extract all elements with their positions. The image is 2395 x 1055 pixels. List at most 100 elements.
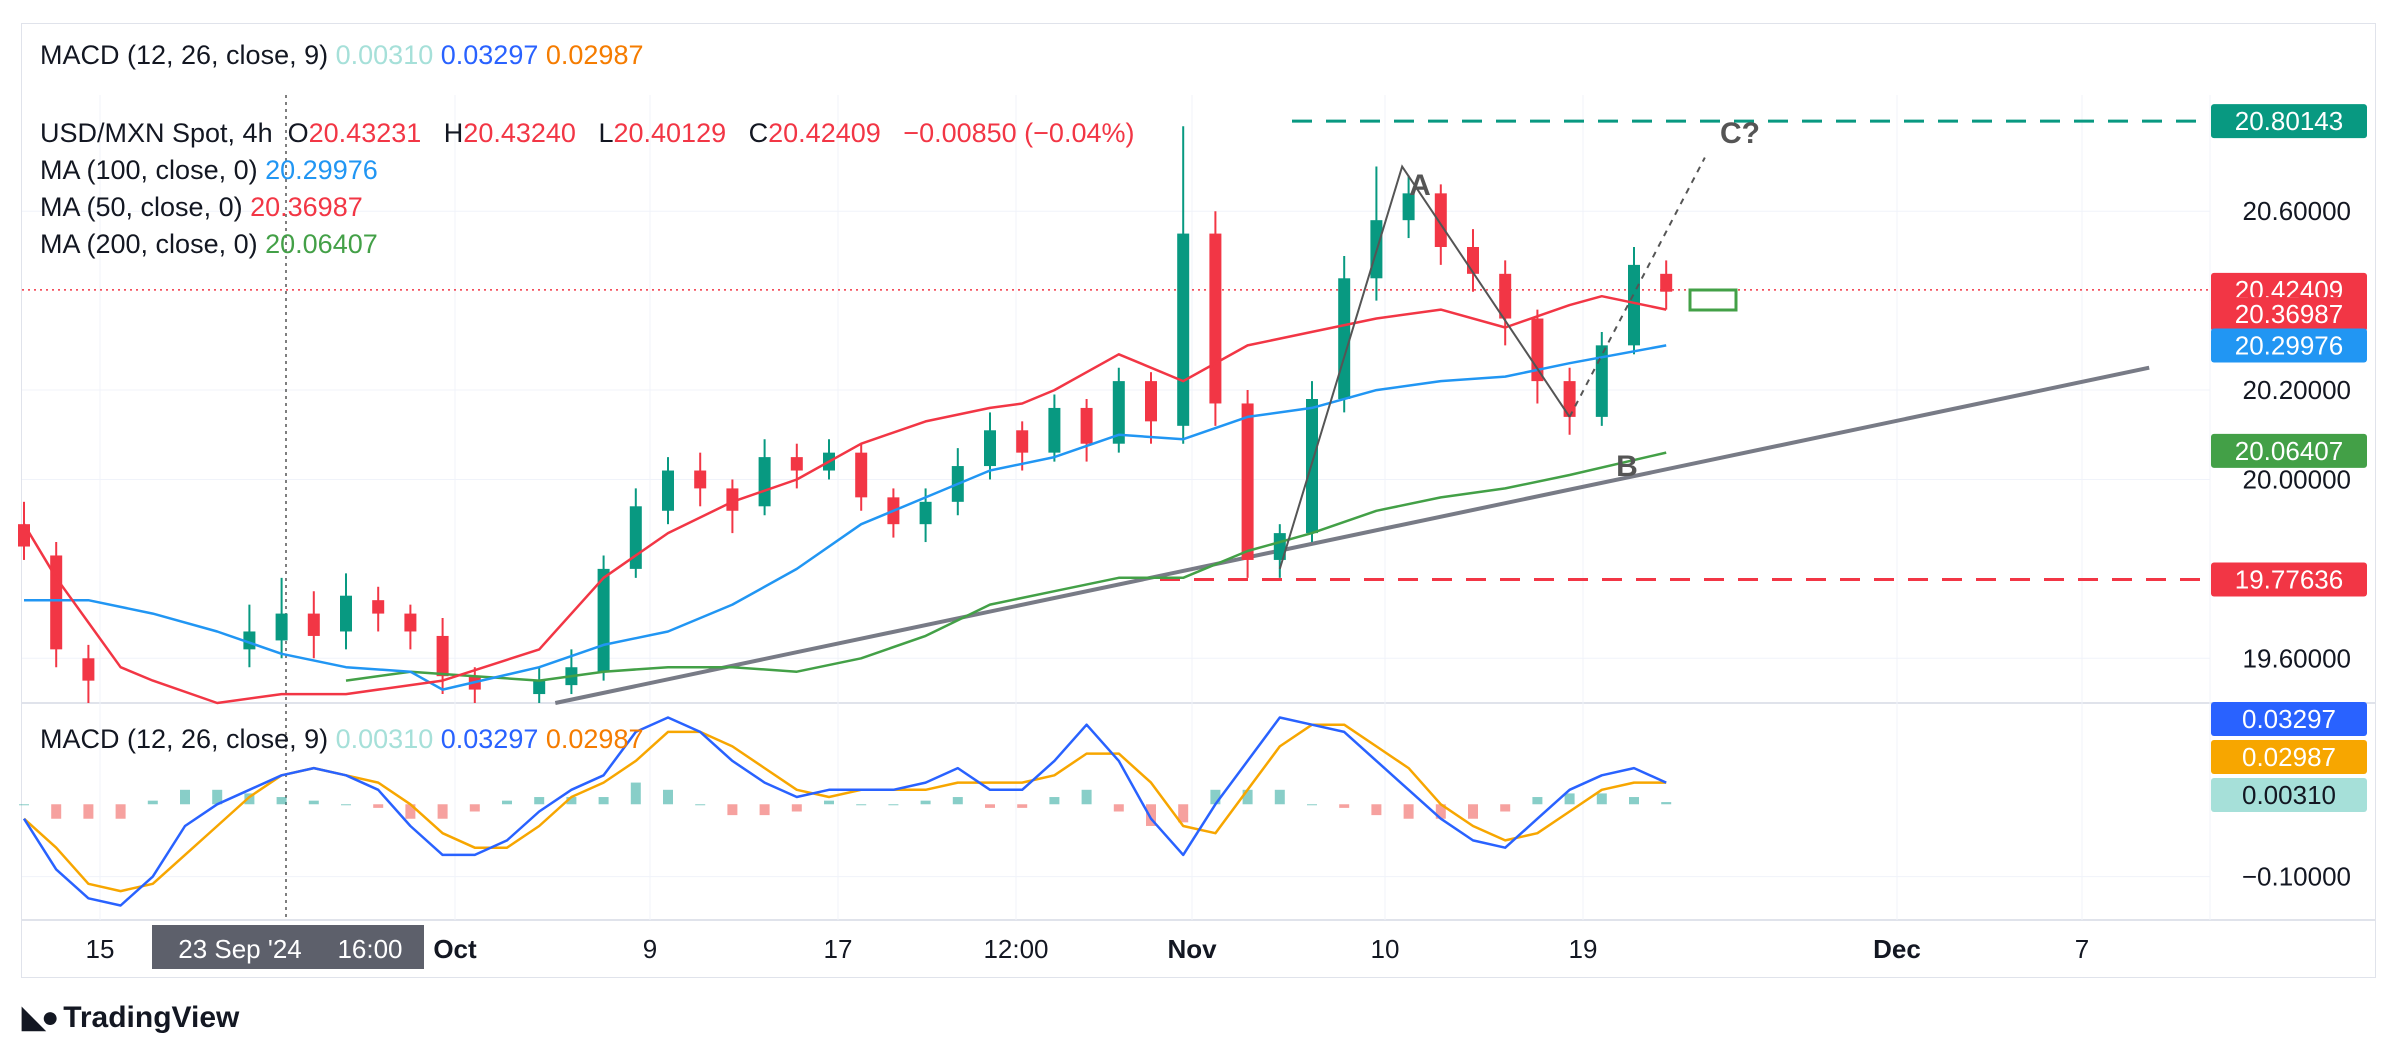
candle-body-4 (275, 613, 288, 641)
close-label: C (748, 118, 769, 148)
macd-hist-bar-7 (244, 793, 255, 805)
price-label-0: 20.80143 (2235, 106, 2343, 136)
close-value: 20.42409 (768, 118, 881, 148)
macd-hist-bar-3 (115, 804, 126, 819)
ma100-row[interactable]: MA (100, close, 0) 20.29976 (40, 152, 1134, 189)
macd-hist-bar-16 (534, 797, 545, 805)
price-tick-label: 20.00000 (2243, 464, 2351, 494)
ma100-label: MA (100, close, 0) (40, 155, 258, 185)
price-tick-label: 20.60000 (2243, 196, 2351, 226)
macd-hist-bar-33 (1081, 789, 1092, 805)
macd-label-0: 0.03297 (2242, 704, 2336, 734)
x-tick-label: 10 (1371, 934, 1400, 964)
macd-hist-bar-10 (341, 804, 351, 806)
chart-frame (21, 23, 2376, 978)
candle-body-34 (1273, 533, 1286, 560)
macd-label-1: 0.02987 (2242, 742, 2336, 772)
wave-ab-line (1278, 164, 1571, 570)
high-label: H (443, 118, 464, 148)
x-tick-label: 17 (824, 934, 853, 964)
candle-body-15 (662, 470, 674, 511)
candle-body-40 (1467, 247, 1479, 274)
macd-pane-legend: MACD (12, 26, close, 9) 0.00310 0.03297 … (40, 724, 643, 755)
candle-body-30 (1145, 381, 1157, 422)
macd-pane-macd: 0.03297 (440, 724, 539, 754)
macd-hist-bar-1 (51, 804, 62, 819)
x-tick-label: Oct (433, 934, 477, 964)
ma200-row[interactable]: MA (200, close, 0) 20.06407 (40, 226, 1134, 263)
price-tick-label: 19.60000 (2243, 643, 2351, 673)
macd-top-legend: MACD (12, 26, close, 9) 0.00310 0.03297 … (40, 40, 643, 71)
wave-label-c: C? (1720, 117, 1760, 150)
macd-label-box-2 (2211, 778, 2367, 812)
candle-body-39 (1434, 193, 1447, 247)
ma50-row[interactable]: MA (50, close, 0) 20.36987 (40, 189, 1134, 226)
candle-body-27 (1048, 407, 1061, 453)
macd-hist-bar-20 (663, 789, 673, 805)
macd-hist-bar-9 (308, 800, 319, 805)
macd-hist-bar-25 (824, 800, 834, 805)
tradingview-logo-icon: ◣● (22, 1001, 59, 1034)
symbol-title[interactable]: USD/MXN Spot, 4h (40, 118, 273, 148)
high-value: 20.43240 (463, 118, 576, 148)
trend-line (554, 365, 2150, 705)
candle-body-25 (984, 430, 996, 467)
macd-hist-bar-32 (1049, 797, 1060, 805)
candle-body-0 (18, 524, 30, 547)
macd-tick-label: −0.10000 (2242, 862, 2351, 892)
candle-body-8 (404, 613, 417, 632)
candle-body-2 (82, 658, 95, 681)
macd-signal-value: 0.02987 (545, 40, 644, 70)
change-value: −0.00850 (−0.04%) (903, 118, 1135, 148)
candle-body-45 (1628, 264, 1640, 346)
macd-hist-bar-48 (1564, 793, 1575, 805)
candle-body-46 (1660, 273, 1673, 292)
brand-name: TradingView (63, 1000, 240, 1034)
candle-body-43 (1563, 381, 1576, 417)
macd-hist-bar-13 (437, 804, 448, 819)
ma200-line (345, 451, 1667, 682)
price-label-3: 20.29976 (2235, 330, 2343, 360)
candle-body-19 (790, 457, 803, 471)
tradingview-logo[interactable]: ◣● TradingView (22, 1000, 239, 1035)
price-label-2: 20.36987 (2235, 299, 2343, 329)
candle-body-1 (50, 555, 63, 650)
price-label-4: 20.06407 (2235, 436, 2343, 466)
ma50-value: 20.36987 (250, 192, 363, 222)
candle-body-16 (694, 470, 707, 489)
macd-hist-bar-15 (502, 800, 512, 805)
low-label: L (598, 118, 614, 148)
target-box (1688, 288, 1738, 312)
candle-body-6 (340, 595, 352, 632)
crosshair-time: 16:00 (337, 934, 402, 964)
crosshair-date: 23 Sep '24 (178, 934, 302, 964)
macd-hist-bar-34 (1113, 804, 1124, 812)
ma200-value: 20.06407 (265, 229, 378, 259)
candle-body-17 (726, 488, 739, 511)
price-legend: USD/MXN Spot, 4h O20.43231 H20.43240 L20… (40, 115, 1134, 263)
macd-pane-title[interactable]: MACD (12, 26, close, 9) (40, 724, 329, 754)
macd-line-value: 0.03297 (440, 40, 539, 70)
open-label: O (287, 118, 309, 148)
candle-body-44 (1595, 345, 1608, 417)
macd-label-box-1 (2211, 740, 2367, 774)
macd-hist-bar-26 (856, 804, 867, 806)
macd-hist-bar-12 (405, 804, 416, 819)
low-value: 20.40129 (613, 118, 727, 148)
x-tick-label: Dec (1873, 934, 1921, 964)
macd-hist-bar-23 (759, 804, 770, 816)
macd-pane-signal: 0.02987 (545, 724, 644, 754)
macd-hist-bar-19 (630, 782, 641, 805)
macd-title: MACD (12, 26, close, 9) (40, 40, 329, 70)
macd-hist-bar-44 (1435, 804, 1446, 819)
price-tick-label: 20.20000 (2243, 375, 2351, 405)
macd-hist-bar-43 (1403, 804, 1414, 819)
wave-bc-projection (1568, 157, 1706, 418)
x-tick-label: 12:00 (983, 934, 1048, 964)
macd-hist-bar-17 (566, 797, 577, 805)
ma100-value: 20.29976 (265, 155, 378, 185)
candle-body-31 (1177, 233, 1190, 426)
macd-hist-bar-22 (727, 804, 738, 816)
macd-hist-bar-18 (598, 797, 609, 805)
